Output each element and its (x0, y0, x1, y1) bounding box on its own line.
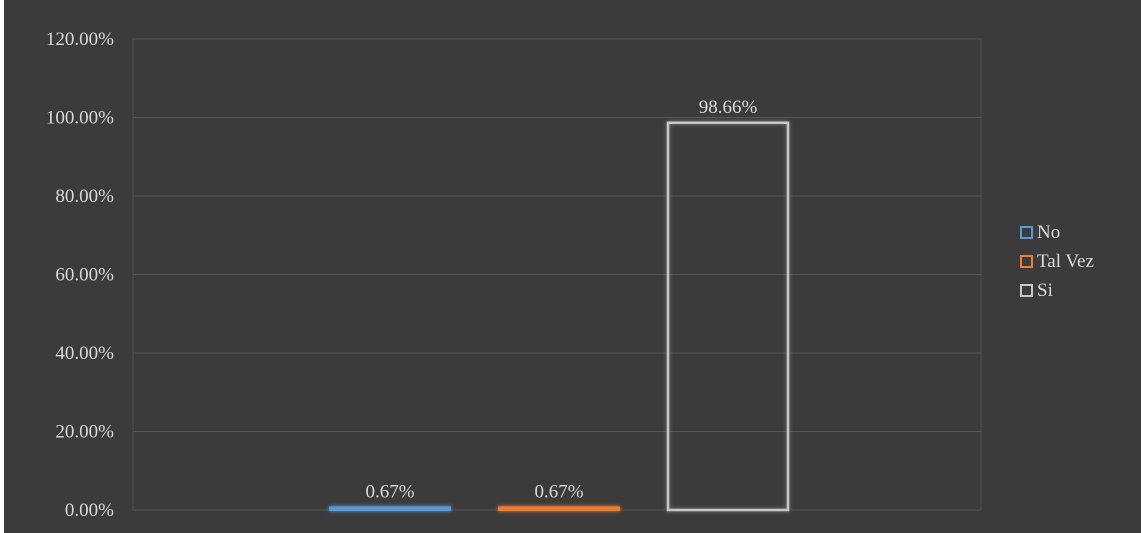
bar-si (666, 121, 790, 512)
legend-swatch-si (1020, 284, 1033, 297)
y-tick-label: 120.00% (46, 29, 114, 50)
y-tick-label: 0.00% (65, 500, 114, 521)
y-tick-label: 40.00% (55, 343, 114, 364)
bar-tal-vez (498, 506, 620, 511)
bar-no (329, 506, 451, 511)
bar-chart: 0.00% 20.00% 40.00% 60.00% 80.00% 100.00% 120.… (46, 29, 982, 521)
data-label: 0.67% (534, 481, 583, 502)
y-tick-label: 80.00% (55, 186, 114, 207)
legend-label-no: No (1037, 221, 1061, 243)
legend-item-no: No (1020, 218, 1094, 247)
data-label: 98.66% (699, 97, 758, 118)
legend-label-tal-vez: Tal Vez (1037, 250, 1094, 272)
y-tick-label: 20.00% (55, 422, 114, 443)
legend: No Tal Vez Si (1020, 218, 1094, 305)
legend-label-si: Si (1037, 279, 1053, 301)
chart-area: 0.00% 20.00% 40.00% 60.00% 80.00% 100.00% 120.… (4, 0, 1141, 533)
legend-swatch-tal-vez (1020, 255, 1033, 268)
legend-item-tal-vez: Tal Vez (1020, 247, 1094, 276)
y-tick-label: 60.00% (55, 265, 114, 286)
legend-item-si: Si (1020, 276, 1094, 305)
data-label: 0.67% (365, 481, 414, 502)
legend-swatch-no (1020, 226, 1033, 239)
y-tick-label: 100.00% (46, 108, 114, 129)
